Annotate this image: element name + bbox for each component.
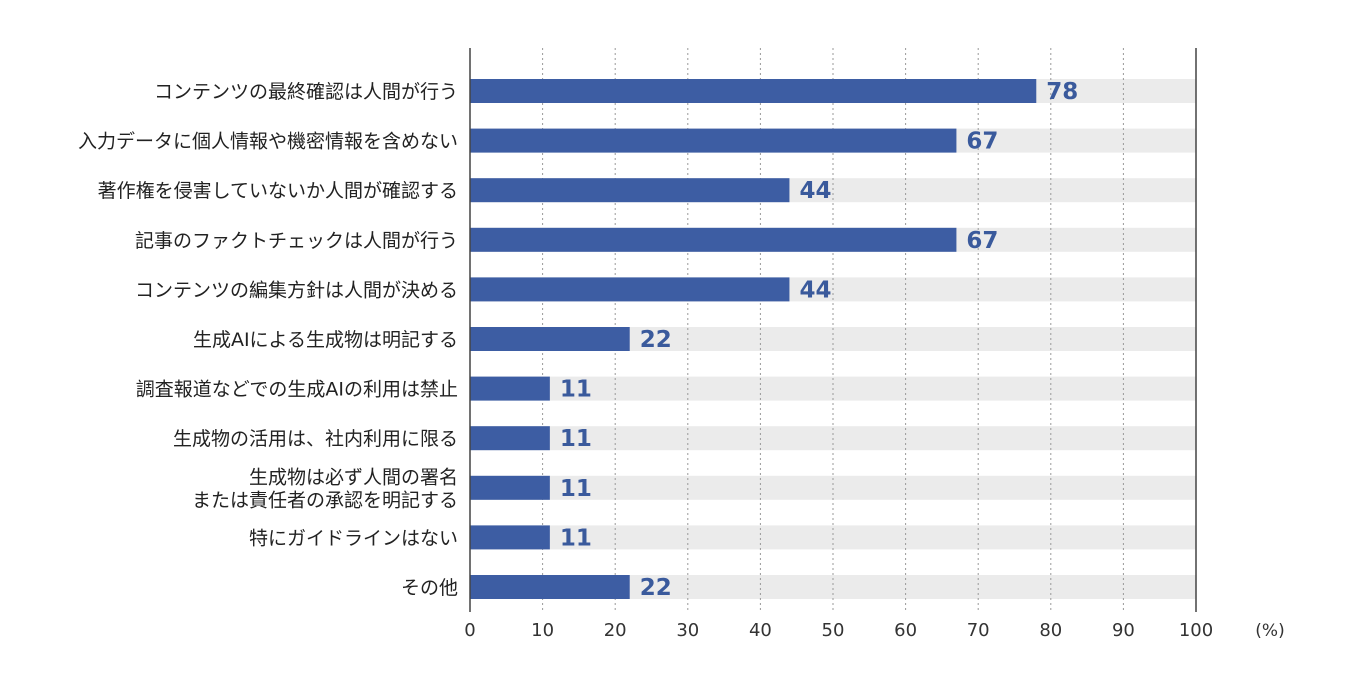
value-label: 78: [1046, 79, 1078, 105]
value-label: 22: [640, 327, 672, 353]
category-label: 入力データに個人情報や機密情報を含めない: [78, 131, 458, 153]
category-label-line: 生成物の活用は、社内利用に限る: [173, 428, 458, 450]
bar: [470, 227, 957, 252]
category-label-line: 調査報道などでの生成AIの利用は禁止: [136, 379, 458, 401]
category-label-line: 入力データに個人情報や機密情報を含めない: [78, 131, 458, 153]
x-tick-label: 10: [531, 620, 554, 641]
category-label-line: コンテンツの編集方針は人間が決める: [135, 279, 458, 301]
category-label: 生成物の活用は、社内利用に限る: [173, 428, 458, 450]
category-label: 記事のファクトチェックは人間が行う: [135, 230, 458, 252]
x-tick-label: 0: [464, 620, 475, 641]
bars: [470, 79, 1037, 599]
category-label-line: または責任者の承認を明記する: [192, 489, 458, 511]
category-label: コンテンツの編集方針は人間が決める: [135, 279, 458, 301]
x-tick-label: 90: [1112, 620, 1135, 641]
x-tick-label: 20: [604, 620, 627, 641]
bar: [470, 525, 550, 550]
x-tick-label: 50: [822, 620, 845, 641]
category-label: 生成物は必ず人間の署名または責任者の承認を明記する: [192, 466, 458, 511]
category-label: 調査報道などでの生成AIの利用は禁止: [136, 379, 458, 401]
value-label: 11: [560, 426, 592, 452]
x-tick-label: 40: [749, 620, 772, 641]
x-tick-label: 60: [894, 620, 917, 641]
gridlines: [542, 48, 1124, 612]
bar: [470, 376, 550, 401]
category-label-line: 生成AIによる生成物は明記する: [193, 329, 458, 351]
bar: [470, 426, 550, 451]
category-label-line: コンテンツの最終確認は人間が行う: [154, 81, 458, 103]
category-label: コンテンツの最終確認は人間が行う: [154, 81, 458, 103]
category-label: 生成AIによる生成物は明記する: [193, 329, 458, 351]
x-tick-label: 80: [1039, 620, 1062, 641]
value-label: 67: [966, 129, 998, 155]
category-label-line: 生成物は必ず人間の署名: [249, 466, 458, 488]
category-label-line: その他: [401, 577, 458, 599]
bar: [470, 475, 550, 500]
category-labels: コンテンツの最終確認は人間が行う入力データに個人情報や機密情報を含めない著作権を…: [78, 81, 458, 599]
value-label: 11: [560, 476, 592, 502]
category-label-line: 特にガイドラインはない: [249, 527, 458, 549]
value-labels: 78 67 44 67 44 22 11 11 11 11 22: [560, 79, 1078, 601]
bar: [470, 178, 790, 203]
x-tick-label: 100: [1179, 620, 1213, 641]
x-tick-label: 30: [676, 620, 699, 641]
bar: [470, 128, 957, 153]
tick-labels: 0 10 20 30 40 50 60 70 80 90 100: [464, 620, 1213, 641]
x-tick-label: 70: [967, 620, 990, 641]
value-label: 44: [799, 178, 831, 204]
axes: [469, 48, 1197, 612]
bar: [470, 327, 630, 351]
bar: [470, 79, 1037, 103]
category-label-line: 著作権を侵害していないか人間が確認する: [98, 180, 458, 202]
category-label: 著作権を侵害していないか人間が確認する: [98, 180, 458, 202]
value-label: 67: [966, 228, 998, 254]
category-label: 特にガイドラインはない: [249, 527, 458, 549]
value-label: 44: [799, 277, 831, 303]
category-label: その他: [401, 577, 458, 599]
category-label-line: 記事のファクトチェックは人間が行う: [135, 230, 458, 252]
value-label: 22: [640, 575, 672, 601]
value-label: 11: [560, 377, 592, 403]
bar: [470, 277, 790, 302]
value-label: 11: [560, 525, 592, 551]
unit-label: (%): [1255, 621, 1284, 641]
bar: [470, 575, 630, 599]
